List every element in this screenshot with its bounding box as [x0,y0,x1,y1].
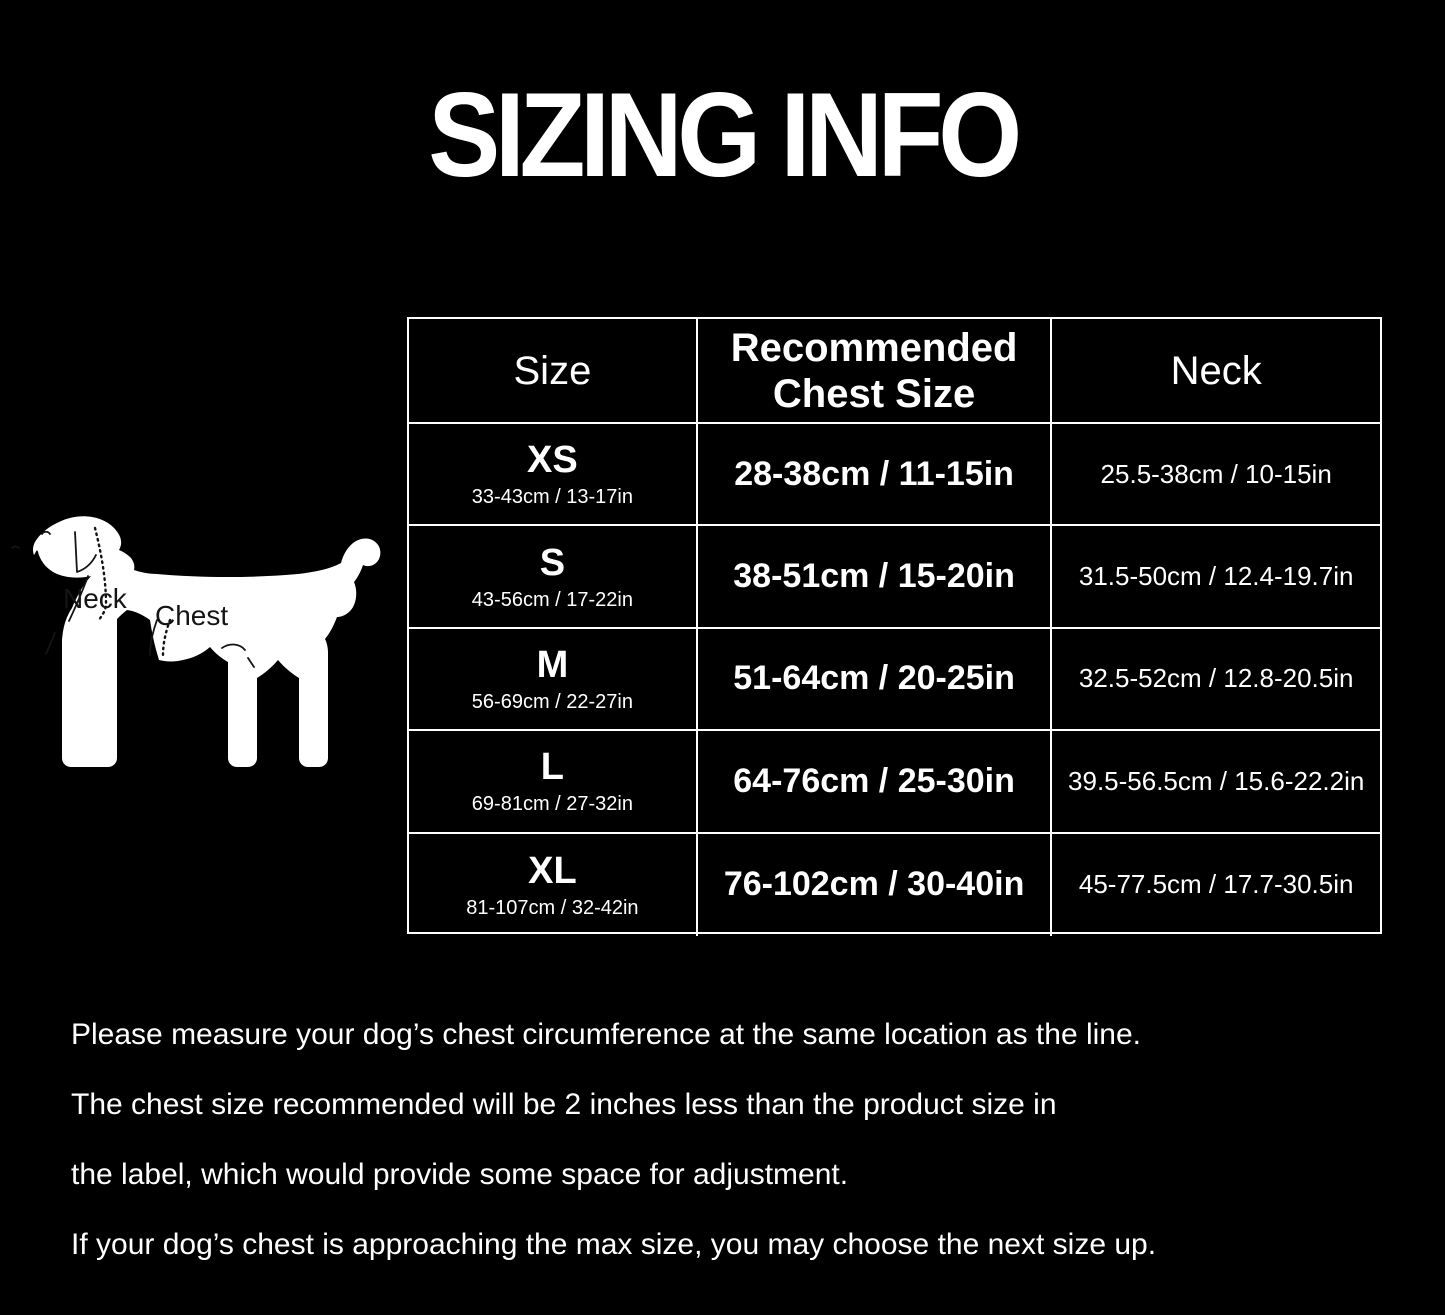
svg-text:Neck: Neck [63,583,128,614]
svg-text:Chest: Chest [155,600,228,631]
